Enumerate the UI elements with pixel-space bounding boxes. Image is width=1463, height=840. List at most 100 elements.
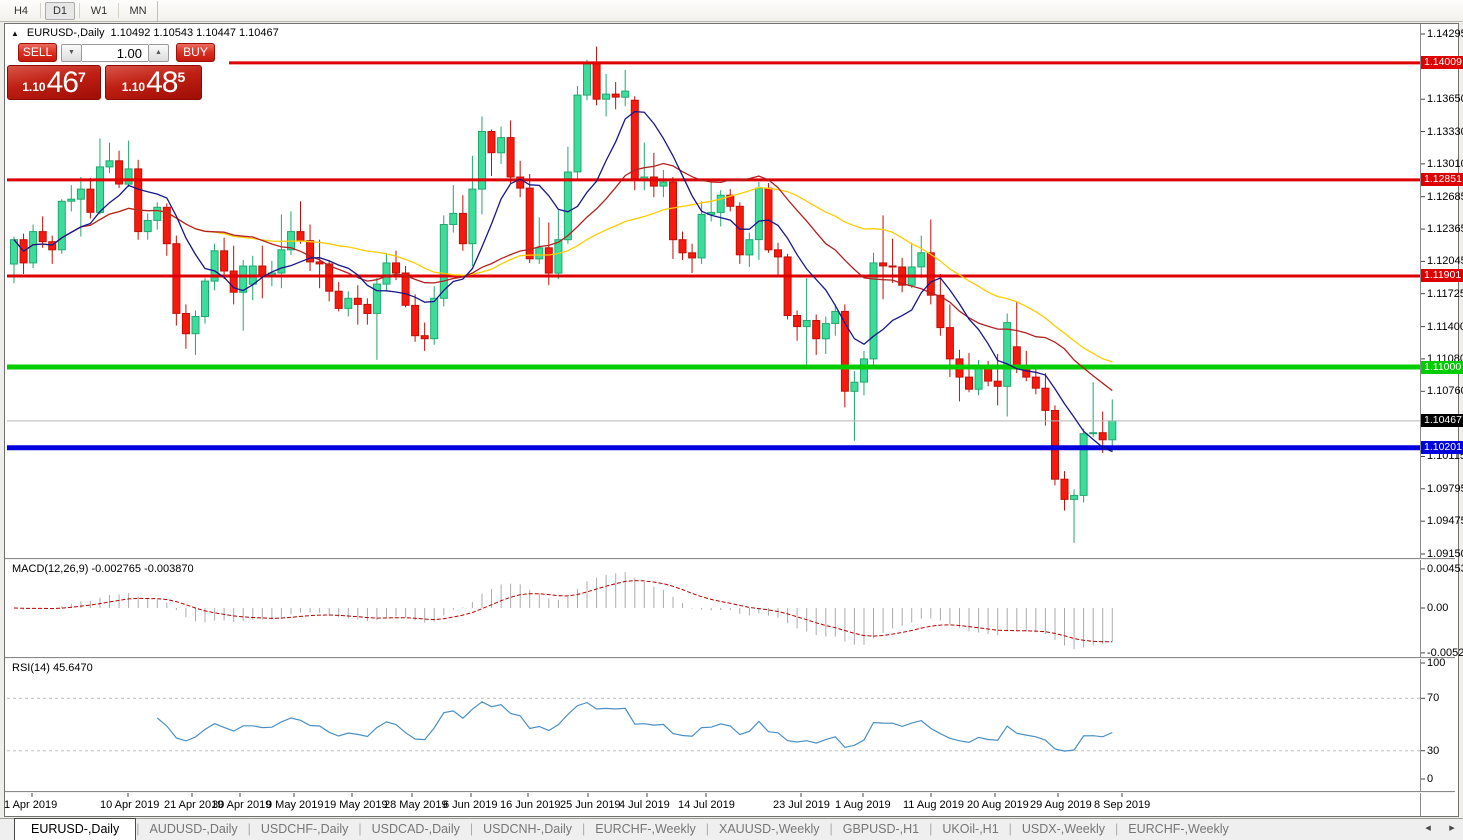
one-click-trading-panel: SELL ▼ ▲ BUY 1.10 46 7 1.10 48 5	[5, 40, 229, 102]
chart-tab-bar: EURUSD-,Daily | AUDUSD-,Daily | USDCHF-,Dail…	[0, 818, 1463, 840]
chart-tab-usdx-weekly[interactable]: USDX-,Weekly	[1021, 822, 1106, 836]
pane-separator[interactable]	[5, 558, 1455, 559]
date-label: 30 Apr 2019	[212, 799, 272, 811]
date-label: 14 Jul 2019	[678, 799, 735, 811]
date-label: 8 Sep 2019	[1094, 799, 1151, 811]
pane-separator-highlight	[5, 792, 1455, 793]
tab-scroll-right-icon[interactable]: ▸	[1449, 822, 1455, 834]
axis-tick-label: 0.004536	[1427, 562, 1463, 575]
chart-tab-usdcad-daily[interactable]: USDCAD-,Daily	[371, 822, 460, 836]
tab-separator: |	[929, 822, 933, 836]
line-price-label: 1.10201	[1421, 441, 1463, 455]
volume-input[interactable]	[82, 44, 148, 62]
chart-tab-usdchf-daily[interactable]: USDCHF-,Daily	[260, 822, 349, 836]
tab-scroll-buttons: ◂ ▸	[1421, 821, 1459, 834]
date-label: 1 Aug 2019	[835, 799, 891, 811]
stepper-up-icon: ▲	[155, 49, 162, 56]
collapse-panel-icon[interactable]: ▲	[11, 28, 19, 38]
timeframe-button-h4[interactable]: H4	[13, 4, 29, 17]
toolbar-separator	[157, 0, 158, 21]
tab-separator: |	[829, 822, 833, 836]
tab-separator: |	[358, 822, 362, 836]
buy-price-button[interactable]: 1.10 48 5	[105, 65, 202, 100]
date-label: 28 May 2019	[384, 799, 448, 811]
tab-separator: |	[469, 822, 474, 836]
chart-tab-ukoil-h1[interactable]: UKOil-,H1	[942, 822, 999, 836]
buy-price-pips: 48	[146, 66, 178, 99]
axis-tick-label: 1.13650	[1427, 93, 1463, 106]
chart-symbol-title: EURUSD-,Daily	[26, 27, 105, 39]
axis-tick-label: 1.13010	[1427, 157, 1463, 170]
tab-separator: |	[582, 822, 586, 836]
rsi-indicator-label: RSI(14) 45.6470	[12, 662, 93, 674]
stepper-down-icon: ▼	[68, 49, 75, 56]
date-label: 11 Aug 2019	[903, 799, 964, 811]
tab-separator: |	[705, 822, 709, 836]
axis-tick-label: 30	[1427, 744, 1440, 757]
current-price-label: 1.10467	[1421, 414, 1463, 428]
toolbar-separator	[40, 3, 41, 18]
chart-window[interactable]	[4, 23, 1459, 817]
date-label: 10 Apr 2019	[100, 799, 160, 811]
axis-tick-label: 1.12365	[1427, 223, 1463, 236]
timeframe-buttons: H4 D1 W1 MN	[6, 0, 162, 21]
buy-price-base: 1.10	[121, 80, 146, 94]
axis-tick-label: 1.10760	[1427, 385, 1463, 398]
date-label: 19 May 2019	[324, 799, 388, 811]
line-price-label: 1.14009	[1421, 56, 1463, 70]
chart-tab-usdcnh-daily[interactable]: USDCNH-,Daily	[483, 822, 573, 836]
axis-tick-label: 1.09795	[1427, 482, 1463, 495]
axis-tick-label: 1.14295	[1427, 28, 1463, 40]
axis-tick-label: 1.09150	[1427, 548, 1463, 560]
buy-price-pipette: 5	[177, 69, 186, 85]
chart-tab-gbpusd-h1[interactable]: GBPUSD-,H1	[842, 822, 920, 836]
toolbar-separator	[79, 3, 80, 18]
axis-tick-label: 100	[1427, 657, 1446, 669]
tab-separator: |	[1115, 822, 1119, 836]
axis-tick-label: 1.11725	[1427, 287, 1463, 300]
axis-tick-label: 1.11400	[1427, 320, 1463, 333]
chart-tab-eurchf-weekly[interactable]: EURCHF-,Weekly	[595, 822, 696, 836]
tab-separator: |	[247, 822, 251, 836]
line-price-label: 1.11000	[1421, 360, 1463, 374]
chart-tab-xauusd-weekly[interactable]: XAUUSD-,Weekly	[719, 822, 820, 836]
timeframe-toolbar: H4 D1 W1 MN	[0, 0, 1463, 22]
axis-tick-label: 0	[1427, 773, 1434, 785]
line-price-label: 1.11901	[1421, 269, 1463, 283]
axis-tick-label: 1.12685	[1427, 190, 1463, 203]
date-label: 9 May 2019	[266, 799, 324, 811]
volume-decrease-button[interactable]: ▼	[61, 44, 82, 62]
axis-tick-label: 1.13330	[1427, 125, 1463, 138]
chart-tab-audusd-daily[interactable]: AUDUSD-,Daily	[149, 822, 238, 836]
tab-scroll-left-icon[interactable]: ◂	[1425, 822, 1431, 834]
date-label: 20 Aug 2019	[967, 799, 1029, 811]
pane-separator	[5, 791, 1455, 792]
date-label: 25 Jun 2019	[560, 799, 621, 811]
sell-price-pips: 46	[46, 66, 79, 99]
date-label: 23 Jul 2019	[773, 799, 830, 811]
pane-separator[interactable]	[5, 657, 1455, 658]
toolbar-separator	[118, 3, 119, 18]
chart-ohlc-values: 1.10492 1.10543 1.10447 1.10467	[110, 27, 279, 39]
date-label: 29 Aug 2019	[1030, 799, 1092, 811]
axis-tick-label: 0.00	[1427, 602, 1449, 614]
chart-tab-eurusd-daily[interactable]: EURUSD-,Daily	[14, 818, 137, 840]
axis-tick-label: 70	[1427, 692, 1440, 705]
axis-tick-label: 1.12045	[1427, 255, 1463, 268]
sell-price-pipette: 7	[77, 69, 86, 85]
pane-separator-highlight	[5, 658, 1455, 659]
timeframe-button-d1[interactable]: D1	[45, 1, 75, 20]
sell-price-base: 1.10	[22, 80, 46, 94]
buy-button[interactable]: BUY	[176, 43, 215, 62]
axis-tick-label: -0.005205	[1427, 646, 1463, 659]
axis-tick-label: 1.09475	[1427, 515, 1463, 528]
macd-indicator-label: MACD(12,26,9) -0.002765 -0.003870	[12, 563, 194, 575]
chart-tab-eurchf-weekly[interactable]: EURCHF-,Weekly	[1128, 822, 1229, 836]
timeframe-button-mn[interactable]: MN	[129, 4, 147, 17]
timeframe-button-w1[interactable]: W1	[90, 4, 108, 17]
volume-increase-button[interactable]: ▲	[148, 44, 169, 62]
sell-price-button[interactable]: 1.10 46 7	[7, 65, 101, 100]
pane-separator-highlight	[5, 559, 1455, 560]
sell-button[interactable]: SELL	[18, 43, 57, 62]
date-label: 21 Apr 2019	[164, 799, 224, 811]
